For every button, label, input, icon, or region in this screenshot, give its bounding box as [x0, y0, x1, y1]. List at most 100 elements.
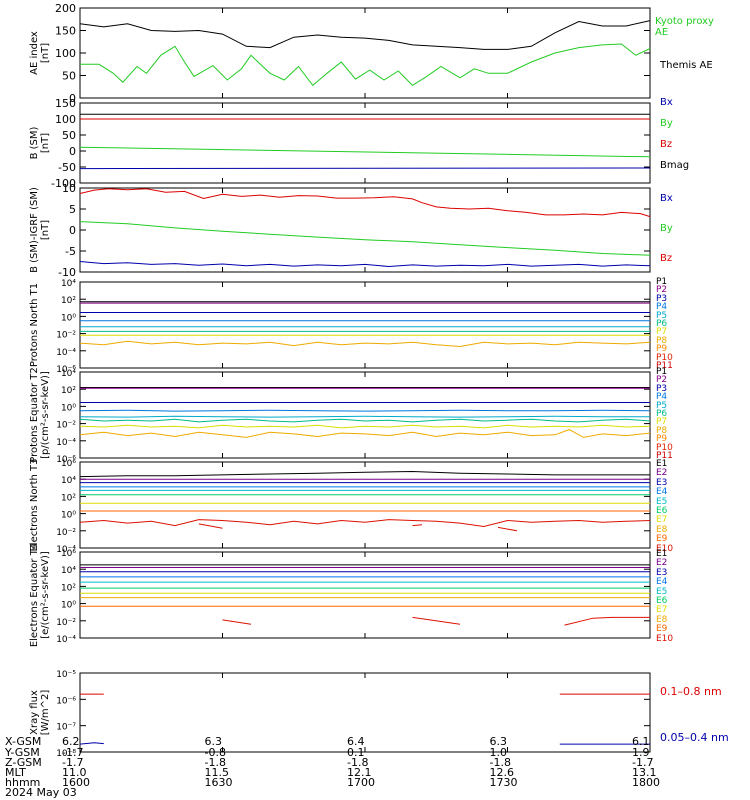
en-ytick-label-1: 10⁻²: [56, 528, 76, 538]
label-protons-equator-p8: P8: [656, 425, 668, 436]
label-protons-north-p1: P1: [656, 277, 668, 287]
label-protons-north-p2: P2: [656, 285, 668, 296]
orbit-value-c2-r1: 0.1: [347, 746, 365, 759]
pe-ytick-label-1: 10⁻⁴: [56, 438, 76, 448]
orbit-value-c0-r1: -1.7: [62, 746, 84, 759]
label-protons-north-p10: P10: [656, 352, 673, 363]
label-protons-equator-p2: P2: [656, 375, 668, 386]
legend-kyoto-proxy-ae: Kyoto proxy AE: [655, 16, 714, 38]
pn-ytick-label-3: 10⁰: [61, 313, 76, 323]
xray-series-00504nm-0: [79, 742, 104, 745]
en-series-E9d-0: [497, 526, 518, 532]
ae-ytick-label-3: 150: [55, 25, 76, 38]
bdiff-frame: [79, 187, 651, 273]
orbit-value-c2-r4: 1700: [347, 776, 375, 789]
orbit-value-c1-r4: 1630: [204, 776, 233, 789]
bdiff-ylabel: B (SM)-IGRF (SM)[nT]: [29, 187, 51, 273]
pe-ylabel: Protons Equator T2[p/(cm²-s-sr-keV)]: [29, 367, 51, 463]
bdiff-series-By-0: [79, 221, 651, 256]
bdiff-ytick-label-0: -10: [58, 266, 76, 279]
pe-ytick-label-4: 10²: [61, 386, 76, 396]
ae-series-ThemisAE-0: [79, 20, 651, 50]
orbit-value-c4-r1: 1.9: [632, 746, 650, 759]
en-series-E9b-0: [198, 523, 223, 529]
bsm-ytick-label-0: -100: [51, 177, 76, 190]
orbit-value-c4-r4: 1800: [632, 776, 660, 789]
orbit-value-c1-r3: 11.5: [204, 766, 230, 779]
en-ytick-label-0: 10⁻⁴: [56, 545, 76, 555]
xray-ytick-label-3: 10⁻⁵: [56, 670, 76, 680]
ae-ytick-label-4: 200: [55, 2, 76, 15]
label-protons-equator-p6: P6: [656, 409, 668, 419]
ee-ytick-label-0: 10⁻⁴: [56, 635, 76, 645]
legend-bdiff-bx: Bx: [660, 193, 673, 204]
bsm-ytick-label-4: 100: [55, 113, 76, 126]
pe-ytick-label-2: 10⁻²: [56, 421, 76, 431]
label-protons-equator-p4: P4: [656, 392, 668, 403]
label-protons-north-p3: P3: [656, 293, 668, 304]
legend-xray-long: 0.1–0.8 nm: [660, 685, 722, 698]
label-electrons-equator-e1: E1: [656, 549, 668, 559]
en-ytick-label-2: 10⁰: [61, 511, 76, 521]
label-protons-equator-p7: P7: [656, 417, 668, 428]
pn-ytick-label-2: 10⁻²: [56, 331, 76, 341]
bsm-series-Bx-0: [79, 167, 651, 170]
en-ylabel: Electrons North T3: [29, 458, 40, 551]
orbit-value-c4-r2: -1.7: [632, 756, 654, 769]
ee-series-E10b-0: [412, 616, 461, 625]
label-protons-north-p11: P11: [656, 361, 673, 371]
pe-ytick-label-3: 10⁰: [61, 403, 76, 413]
bdiff-ytick-label-1: -5: [65, 245, 76, 258]
label-electrons-north-e9: E9: [656, 534, 668, 545]
ae-series-KyotoproxyAE-0: [80, 43, 651, 87]
pe-series-P4-0: [79, 409, 651, 412]
orbit-value-c0-r2: -1.7: [62, 756, 84, 769]
label-electrons-north-e5: E5: [656, 496, 668, 507]
orbit-value-c0-r3: 11.0: [62, 766, 87, 779]
pn-frame: [79, 281, 651, 369]
bsm-ytick-label-5: 150: [55, 97, 76, 110]
label-electrons-north-e4: E4: [656, 487, 668, 498]
orbit-value-c2-r0: 6.4: [347, 735, 365, 748]
orbit-value-c1-r1: -0.8: [204, 746, 226, 759]
bsm-ylabel: B (SM)[nT]: [29, 126, 51, 159]
legend-themis-ae: Themis AE: [660, 60, 713, 71]
label-protons-equator-p11: P11: [656, 451, 673, 461]
orbit-value-c1-r2: -1.8: [204, 756, 226, 769]
legend-bsm-bx: Bx: [660, 97, 673, 108]
label-electrons-equator-e7: E7: [656, 605, 668, 616]
label-protons-north-p6: P6: [656, 319, 668, 329]
ee-ytick-label-3: 10²: [61, 583, 76, 593]
orbit-value-c3-r3: 12.6: [489, 766, 515, 779]
en-ytick-label-5: 10⁶: [61, 459, 76, 469]
xray-ytick-label-1: 10⁻⁷: [56, 723, 76, 733]
orbit-row-label-2: Z-GSM: [5, 756, 42, 769]
bsm-frame: [79, 102, 651, 184]
ee-ylabel: Electrons Equator T4[e/(cm²-s-sr-keV)]: [29, 543, 51, 647]
ae-ytick-label-1: 50: [62, 70, 76, 83]
label-electrons-north-e7: E7: [656, 515, 668, 526]
en-series-E1-0: [79, 470, 650, 478]
ae-frame: [79, 7, 651, 99]
en-ytick-label-3: 10²: [61, 493, 76, 503]
label-electrons-equator-e4: E4: [656, 577, 668, 588]
bdiff-series-Bx-0: [79, 261, 651, 268]
label-protons-north-p4: P4: [656, 302, 668, 313]
orbit-value-c2-r2: -1.8: [347, 756, 369, 769]
label-protons-north-p5: P5: [656, 310, 668, 321]
orbit-value-c2-r3: 12.1: [347, 766, 372, 779]
orbit-value-c3-r1: 1.0: [489, 746, 508, 759]
label-electrons-north-e10: E10: [656, 543, 674, 554]
label-electrons-equator-e2: E2: [656, 558, 668, 569]
legend-bdiff-bz: Bz: [660, 253, 673, 264]
pn-ytick-label-1: 10⁻⁴: [56, 348, 76, 358]
label-electrons-equator-e5: E5: [656, 586, 668, 597]
label-protons-north-p7: P7: [656, 327, 668, 338]
ae-ytick-label-0: 0: [69, 92, 76, 105]
bdiff-ytick-label-4: 10: [62, 182, 76, 195]
xray-ytick-label-2: 10⁻⁶: [56, 696, 76, 706]
label-protons-equator-p1: P1: [656, 367, 668, 377]
label-electrons-equator-e8: E8: [656, 614, 668, 625]
bsm-ytick-label-1: -50: [58, 161, 76, 174]
label-protons-equator-p5: P5: [656, 400, 668, 411]
